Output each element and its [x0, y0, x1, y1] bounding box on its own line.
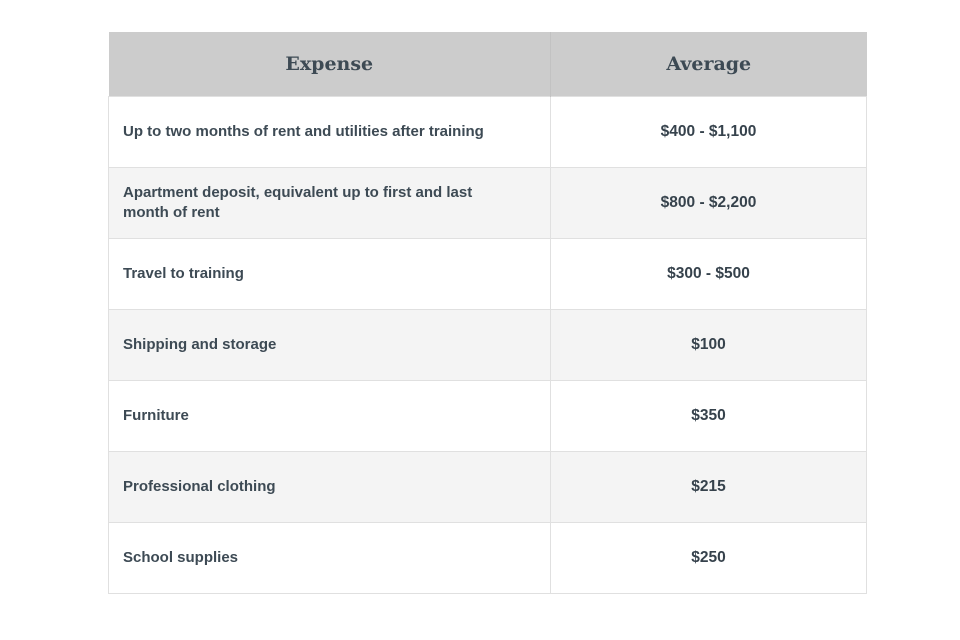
- expense-cell: Travel to training: [108, 238, 551, 310]
- average-cell: $400 - $1,100: [550, 96, 867, 168]
- average-cell: $250: [550, 522, 867, 594]
- expense-table: Expense Average Up to two months of rent…: [108, 32, 867, 594]
- table-row: Professional clothing $215: [108, 451, 867, 523]
- table-body: Up to two months of rent and utilities a…: [108, 96, 867, 594]
- header-row: Expense Average: [108, 32, 867, 97]
- header-expense: Expense: [108, 32, 551, 97]
- table-row: School supplies $250: [108, 522, 867, 594]
- expense-cell: Professional clothing: [108, 451, 551, 523]
- expense-cell: School supplies: [108, 522, 551, 594]
- average-cell: $215: [550, 451, 867, 523]
- table-row: Up to two months of rent and utilities a…: [108, 96, 867, 168]
- expense-text: Apartment deposit, equivalent up to firs…: [123, 184, 473, 221]
- table-row: Furniture $350: [108, 380, 867, 452]
- expense-cell: Furniture: [108, 380, 551, 452]
- expense-table-container: Expense Average Up to two months of rent…: [108, 32, 867, 594]
- expense-cell: Shipping and storage: [108, 309, 551, 381]
- table-row: Shipping and storage $100: [108, 309, 867, 381]
- average-cell: $300 - $500: [550, 238, 867, 310]
- table-row: Apartment deposit, equivalent up to firs…: [108, 167, 867, 239]
- average-cell: $800 - $2,200: [550, 167, 867, 239]
- header-average: Average: [550, 32, 867, 97]
- expense-cell: Up to two months of rent and utilities a…: [108, 96, 551, 168]
- expense-cell: Apartment deposit, equivalent up to firs…: [108, 167, 551, 239]
- average-cell: $350: [550, 380, 867, 452]
- table-header: Expense Average: [108, 32, 867, 97]
- average-cell: $100: [550, 309, 867, 381]
- table-row: Travel to training $300 - $500: [108, 238, 867, 310]
